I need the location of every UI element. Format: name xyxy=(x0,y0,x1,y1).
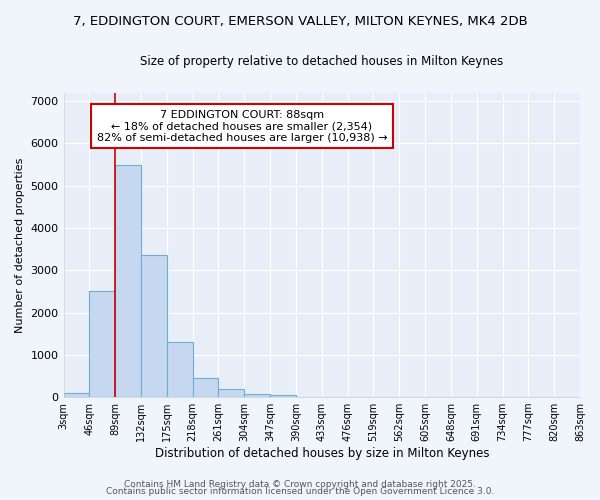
Bar xyxy=(244,394,270,397)
X-axis label: Distribution of detached houses by size in Milton Keynes: Distribution of detached houses by size … xyxy=(155,447,489,460)
Bar xyxy=(270,395,296,397)
Text: 7, EDDINGTON COURT, EMERSON VALLEY, MILTON KEYNES, MK4 2DB: 7, EDDINGTON COURT, EMERSON VALLEY, MILT… xyxy=(73,15,527,28)
Title: Size of property relative to detached houses in Milton Keynes: Size of property relative to detached ho… xyxy=(140,55,503,68)
Y-axis label: Number of detached properties: Number of detached properties xyxy=(15,157,25,332)
Bar xyxy=(141,256,167,397)
Bar xyxy=(89,292,115,397)
Bar xyxy=(218,388,244,397)
Bar xyxy=(64,393,89,397)
Bar xyxy=(193,378,218,397)
Text: 7 EDDINGTON COURT: 88sqm
← 18% of detached houses are smaller (2,354)
82% of sem: 7 EDDINGTON COURT: 88sqm ← 18% of detach… xyxy=(97,110,387,143)
Text: Contains HM Land Registry data © Crown copyright and database right 2025.: Contains HM Land Registry data © Crown c… xyxy=(124,480,476,489)
Bar xyxy=(115,164,141,397)
Text: Contains public sector information licensed under the Open Government Licence 3.: Contains public sector information licen… xyxy=(106,488,494,496)
Bar xyxy=(167,342,193,397)
